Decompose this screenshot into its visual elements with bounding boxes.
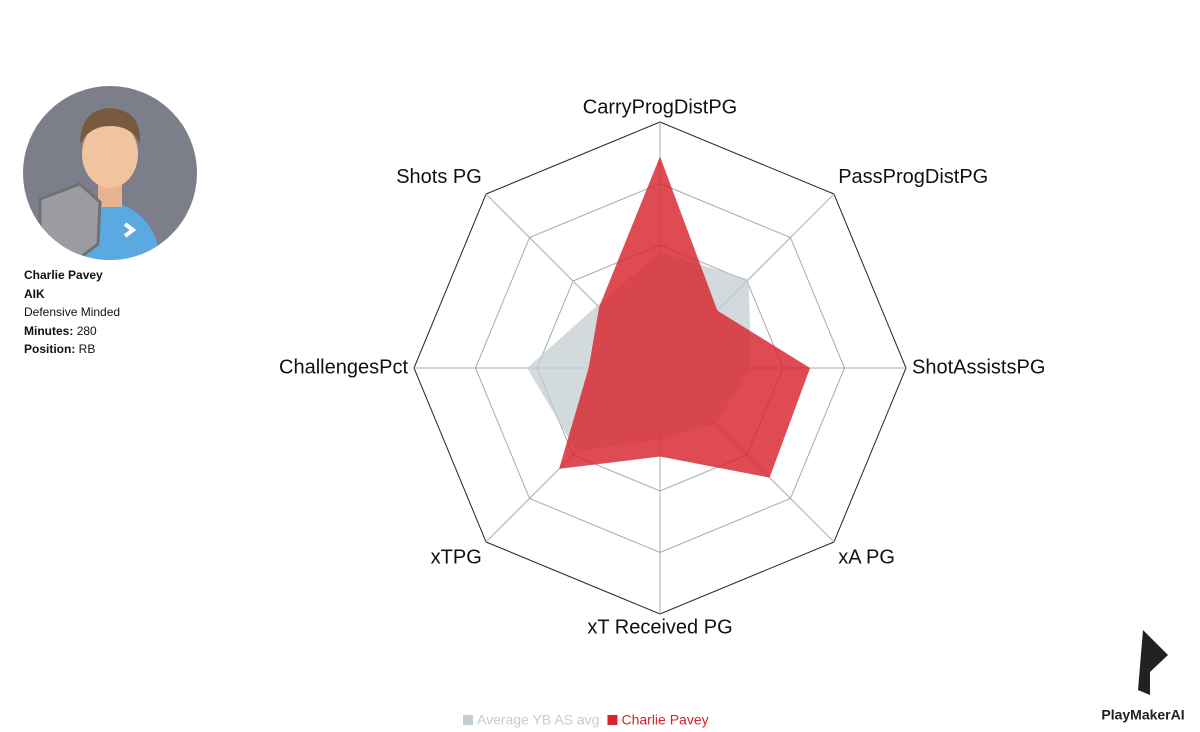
style: Defensive Minded [24, 305, 121, 319]
brand: PlayMakerAI [1101, 707, 1184, 723]
axis-label: xT Received PG [587, 616, 732, 638]
avatar [23, 86, 197, 260]
axis-label: ChallengesPct [279, 356, 408, 378]
axis-label: Shots PG [396, 166, 482, 188]
series-area [559, 156, 811, 478]
field: Position: RB [24, 340, 120, 359]
field: Minutes: 280 [24, 322, 120, 341]
team: AIK [24, 286, 45, 301]
profile-info: Charlie Pavey AIK Defensive Minded Minut… [24, 266, 120, 359]
axis-label: PassProgDistPG [838, 166, 988, 188]
field-value: 280 [76, 323, 97, 338]
logo [1138, 630, 1168, 695]
player-name: Charlie Pavey [24, 268, 103, 282]
legend-label: Average YB AS avg [477, 712, 599, 728]
legend-swatch [607, 715, 618, 725]
field-label: Position: [24, 342, 76, 356]
axis-label: xTPG [431, 546, 482, 568]
legend-swatch [463, 715, 473, 725]
axis-label: ShotAssistsPG [912, 356, 1045, 378]
axis-label: xA PG [838, 546, 895, 568]
field-label: Minutes: [24, 323, 74, 338]
field-value: RB [78, 342, 96, 356]
axis-label: CarryProgDistPG [583, 96, 737, 118]
legend-label: Charlie Pavey [621, 712, 708, 728]
